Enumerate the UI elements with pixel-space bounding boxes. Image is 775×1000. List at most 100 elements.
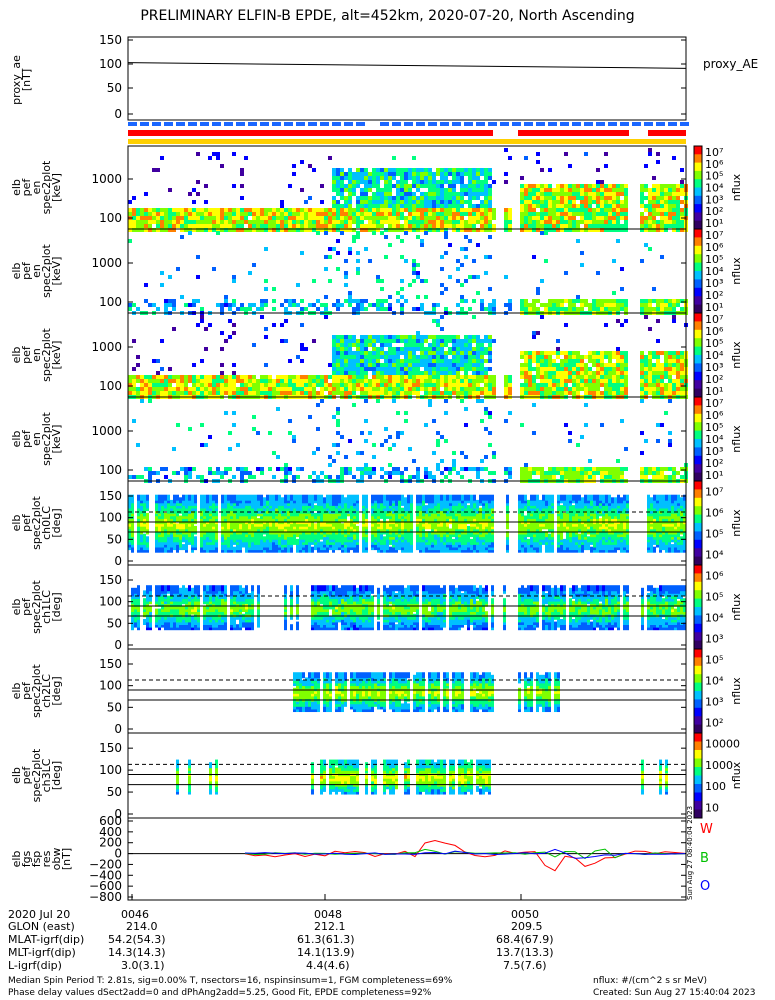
spectrogram-cell [476, 391, 480, 395]
spectrogram-cell [680, 168, 684, 172]
spectrogram-cell [248, 208, 252, 212]
spectrogram-cell [648, 351, 652, 355]
spectrogram-cell [608, 475, 612, 479]
spectrogram-cell [208, 375, 212, 379]
en-nflux-1-cbar-seg [694, 162, 702, 172]
spectrogram-cell [316, 224, 320, 228]
spectrogram-cell [232, 391, 236, 395]
pitch-angle-cell [293, 494, 296, 501]
spectrogram-cell [568, 351, 572, 355]
spectrogram-cell [544, 351, 548, 355]
spectrogram-cell [224, 339, 228, 343]
spectrogram-cell [592, 208, 596, 212]
spectrogram-cell [652, 379, 656, 383]
spectrogram-cell [452, 451, 456, 455]
spectrogram-cell [388, 363, 392, 367]
spectrogram-cell [656, 188, 660, 192]
spectrogram-cell [356, 267, 360, 271]
spectrogram-cell [448, 192, 452, 196]
status-bar-blue-seg [416, 122, 425, 126]
spectrogram-cell [220, 471, 224, 475]
pitch-angle-cell [245, 494, 248, 501]
spectrogram-cell [376, 196, 380, 200]
spectrogram-cell [536, 291, 540, 295]
spectrogram-cell [520, 467, 524, 471]
spectrogram-cell [676, 192, 680, 196]
spectrogram-cell [604, 192, 608, 196]
spectrogram-cell [288, 375, 292, 379]
spectrogram-cell [464, 168, 468, 172]
spectrogram-cell [420, 172, 424, 176]
spectrogram-cell [672, 351, 676, 355]
spectrogram-cell [368, 204, 372, 208]
spectrogram-cell [604, 367, 608, 371]
spectrogram-cell [480, 375, 484, 379]
spectrogram-cell [592, 212, 596, 216]
spectrogram-cell [648, 204, 652, 208]
spectrogram-cell [364, 371, 368, 375]
spectrogram-cell [304, 375, 308, 379]
spectrogram-cell [444, 363, 448, 367]
spectrogram-cell [596, 188, 600, 192]
spectrogram-cell [356, 451, 360, 455]
spectrogram-cell [588, 220, 592, 224]
spectrogram-cell [624, 363, 628, 367]
spectrogram-cell [600, 216, 604, 220]
spectrogram-cell [612, 200, 616, 204]
spectrogram-cell [380, 299, 384, 303]
spectrogram-cell [576, 363, 580, 367]
spectrogram-cell [184, 383, 188, 387]
spectrogram-cell [548, 367, 552, 371]
spectrogram-cell [668, 375, 672, 379]
spectrogram-cell [252, 383, 256, 387]
spectrogram-cell [600, 363, 604, 367]
spectrogram-cell [580, 196, 584, 200]
spectrogram-cell [292, 220, 296, 224]
en-nflux-1-cbar-tick-6: 10¹ [705, 217, 723, 230]
spectrogram-cell [584, 220, 588, 224]
spectrogram-cell [528, 383, 532, 387]
spectrogram-cell [484, 387, 488, 391]
spectrogram-cell [652, 355, 656, 359]
spectrogram-cell [204, 184, 208, 188]
spectrogram-cell [652, 208, 656, 212]
spectrogram-cell [572, 383, 576, 387]
spectrogram-cell [584, 363, 588, 367]
spectrogram-cell [152, 228, 156, 232]
spectrogram-cell [244, 387, 248, 391]
spectrogram-cell [604, 224, 608, 228]
spectrogram-cell [540, 387, 544, 391]
pitch-angle-cell [224, 494, 227, 501]
pitch-angle-cell [287, 494, 290, 501]
spectrogram-cell [208, 379, 212, 383]
spectrogram-cell [168, 379, 172, 383]
spectrogram-cell [376, 303, 380, 307]
spectrogram-cell [424, 180, 428, 184]
spectrogram-cell [180, 235, 184, 239]
spectrogram-cell [296, 283, 300, 287]
spectrogram-cell [640, 307, 644, 311]
spectrogram-cell [368, 355, 372, 359]
spectrogram-cell [644, 475, 648, 479]
spectrogram-cell [388, 379, 392, 383]
spectrogram-cell [528, 188, 532, 192]
spectrogram-cell [324, 315, 328, 319]
spectrogram-cell [432, 451, 436, 455]
spectrogram-cell [372, 375, 376, 379]
spectrogram-cell [548, 299, 552, 303]
spectrogram-cell [184, 375, 188, 379]
spectrogram-cell [368, 391, 372, 395]
spectrogram-cell [224, 387, 228, 391]
spectrogram-cell [132, 220, 136, 224]
spectrogram-cell [268, 224, 272, 228]
spectrogram-cell [396, 379, 400, 383]
spectrogram-cell [524, 224, 528, 228]
spectrogram-cell [384, 355, 388, 359]
pitch-angle-cell [143, 505, 146, 512]
spectrogram-cell [384, 339, 388, 343]
spectrogram-cell [352, 371, 356, 375]
spectrogram-cell [640, 216, 644, 220]
spectrogram-cell [440, 176, 444, 180]
spectrogram-cell [420, 375, 424, 379]
spectrogram-cell [404, 228, 408, 232]
